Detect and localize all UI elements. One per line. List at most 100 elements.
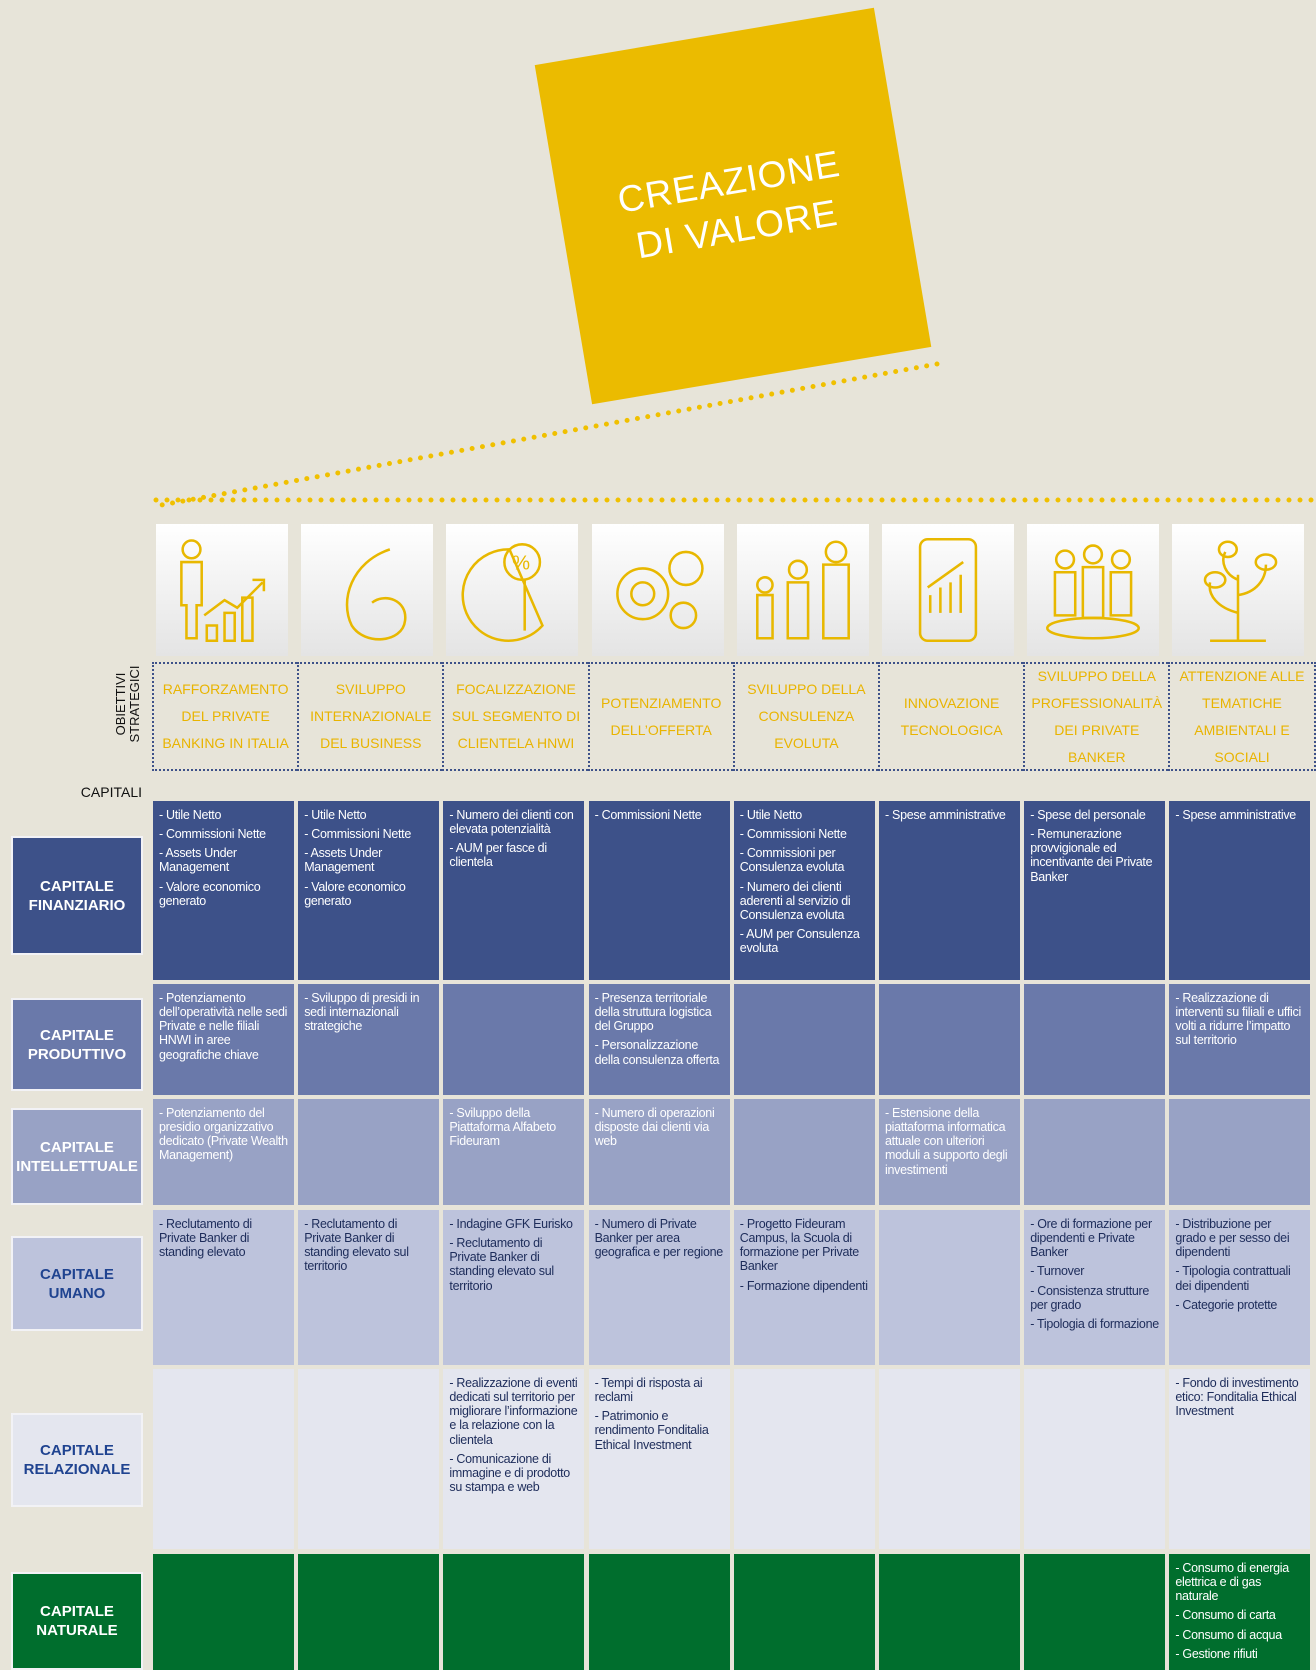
cell-item: - Numero di Private Banker per area geog… [594,1217,724,1260]
diagonal-dots [153,361,940,509]
cell-item: - Potenziamento del presidio organizzati… [159,1106,288,1163]
capital-cell [733,1554,875,1670]
objective-label: POTENZIAMENTO DELL’OFFERTA [587,662,733,771]
capital-cell [1024,984,1166,1095]
capital-cell: - Numero dei clienti con elevata potenzi… [443,801,585,980]
capital-cell [1024,1554,1166,1670]
cell-item: - Consumo di carta [1175,1608,1276,1623]
capital-cell: - Fondo di investimento etico: Fonditali… [1169,1369,1311,1549]
objective-label: SVILUPPO INTERNAZIONALE DEL BUSINESS [297,662,443,771]
icon-graphic [180,539,266,643]
capital-cell: - Estensione della piattaforma informati… [879,1099,1020,1205]
cell-item: - Consistenza strutture per grado [1030,1283,1150,1312]
capital-cell: - Spese del personale - Remunerazione pro… [1024,801,1166,980]
capital-cell: - Tempi di risposta ai reclami - Patrimon… [588,1369,730,1549]
capital-cell: - Utile Netto - Commissioni Nette - Assets… [298,801,440,980]
objective-icon: % [446,524,579,656]
objective-label: FOCALIZZAZIONE SUL SEGMENTO DI CLIENTELA… [442,662,588,771]
objective-label: ATTENZIONE ALLE TEMATICHE AMBIENTALI E S… [1168,662,1316,771]
cell-item: - Realizzazione di eventi dedicati sul t… [449,1376,578,1447]
cell-item: - AUM per Consulenza evoluta [739,926,860,955]
cell-item: - Gestione rifiuti [1175,1646,1258,1661]
icon-graphic [615,550,704,630]
cell-item: - Distribuzione per grado e per sesso de… [1175,1217,1290,1260]
capital-cell: - Sviluppo della Piattaforma Alfabeto Fi… [443,1099,585,1205]
objective-icon [156,524,288,656]
capital-label: CAPITALE NATURALE [11,1572,143,1670]
cell-item: - Reclutamento di Private Banker di stan… [449,1236,554,1293]
cell-item: - Realizzazione di interventi su filiali… [1175,991,1301,1048]
cell-item: - Formazione dipendenti [739,1278,868,1293]
capital-cell: - Realizzazione di interventi su filiali… [1169,984,1311,1095]
cell-item: - Indagine GFK Eurisko [449,1217,573,1231]
cell-item: - Categorie protette [1175,1297,1278,1312]
capital-cell: - Reclutamento di Private Banker di stan… [153,1210,294,1365]
cell-item: - Spese amministrative [1175,808,1296,822]
objective-icon [736,524,869,656]
cell-item: - Estensione della piattaforma informati… [885,1106,1008,1177]
objective-label: RAFFORZAMENTO DEL PRIVATE BANKING IN ITA… [152,662,298,771]
capital-cell: - Utile Netto - Commissioni Nette - Commis… [733,801,875,980]
capital-cell: - Potenziamento dell’operatività nelle s… [153,984,294,1095]
objective-label: SVILUPPO DELLA PROFESSIONALITÀ DEI PRIVA… [1023,662,1169,771]
icon-graphic [1046,544,1141,640]
cell-item: - Consumo di energia elettrica e di gas … [1175,1561,1289,1604]
capital-cell: - Progetto Fideuram Campus, la Scuola di… [733,1210,875,1365]
capital-cell [879,1210,1020,1365]
cell-item: - Spese del personale [1030,808,1146,822]
cell-item: - Comunicazione di immagine e di prodott… [449,1451,570,1494]
capital-cell: - Utile Netto - Commissioni Nette - Assets… [153,801,294,980]
capital-cell [879,1554,1020,1670]
capital-cell [1169,1099,1311,1205]
icon-graphic [345,548,407,641]
cell-item: - Sviluppo di presidi in sedi internazio… [304,991,420,1034]
capital-cell [298,1099,440,1205]
capital-cell: - Reclutamento di Private Banker di stan… [298,1210,440,1365]
cell-item: - Numero dei clienti con elevata potenzi… [449,808,574,837]
cell-item: - Presenza territoriale della struttura … [594,991,712,1034]
cell-item: - Commissioni Nette [159,827,266,842]
capital-cell [298,1554,440,1670]
capital-cell [733,1369,875,1549]
capital-cell [879,1369,1020,1549]
cell-item: - Turnover [1030,1264,1085,1279]
cell-item: - Tempi di risposta ai reclami [594,1376,703,1405]
cell-item: - Tipologia contrattuali dei dipendenti [1175,1264,1291,1293]
capital-cell: - Indagine GFK Eurisko - Reclutamento di … [443,1210,585,1365]
capital-cell: - Presenza territoriale della struttura … [588,984,730,1095]
capital-cell: - Numero di operazioni disposte dai clie… [588,1099,730,1205]
capital-cell: - Consumo di energia elettrica e di gas … [1169,1554,1311,1670]
cell-item: - Patrimonio e rendimento Fonditalia Eth… [594,1409,709,1452]
capital-cell [298,1369,440,1549]
icon-graphic [1204,540,1278,643]
capital-label: CAPITALE PRODUTTIVO [11,998,143,1091]
objective-label: INNOVAZIONE TECNOLOGICA [878,662,1024,771]
objective-icon [591,524,724,656]
capital-cell [1024,1099,1166,1205]
capital-cell: - Realizzazione di eventi dedicati sul t… [443,1369,585,1549]
objectives-label: OBIETTIVI STRATEGICI [113,665,142,743]
capital-cell [879,984,1020,1095]
icon-graphic: % [461,543,545,643]
cell-item: - Sviluppo della Piattaforma Alfabeto Fi… [449,1106,556,1149]
objective-label: SVILUPPO DELLA CONSULENZA EVOLUTA [732,662,878,771]
capital-cell [588,1554,730,1670]
cell-item: - Progetto Fideuram Campus, la Scuola di… [739,1217,859,1274]
icon-graphic [918,537,978,643]
cell-item: - Commissioni Nette [739,827,847,842]
cell-item: - Fondo di investimento etico: Fonditali… [1175,1376,1299,1419]
cell-item: - Tipologia di formazione [1030,1316,1159,1331]
capital-cell [443,1554,585,1670]
capital-cell [153,1554,294,1670]
objective-icon [1172,524,1305,656]
cell-item: - Valore economico generato [159,879,261,908]
objective-icon [1027,524,1160,656]
cell-item: - Consumo di acqua [1175,1627,1282,1642]
capital-label: CAPITALE INTELLETTUALE [11,1108,143,1205]
svg-text:%: % [512,553,530,575]
title-square: CREAZIONE DI VALORE [534,7,932,405]
capital-cell: - Spese amministrative [1169,801,1311,980]
capital-cell [153,1369,294,1549]
cell-item: - Assets Under Management [159,846,237,875]
